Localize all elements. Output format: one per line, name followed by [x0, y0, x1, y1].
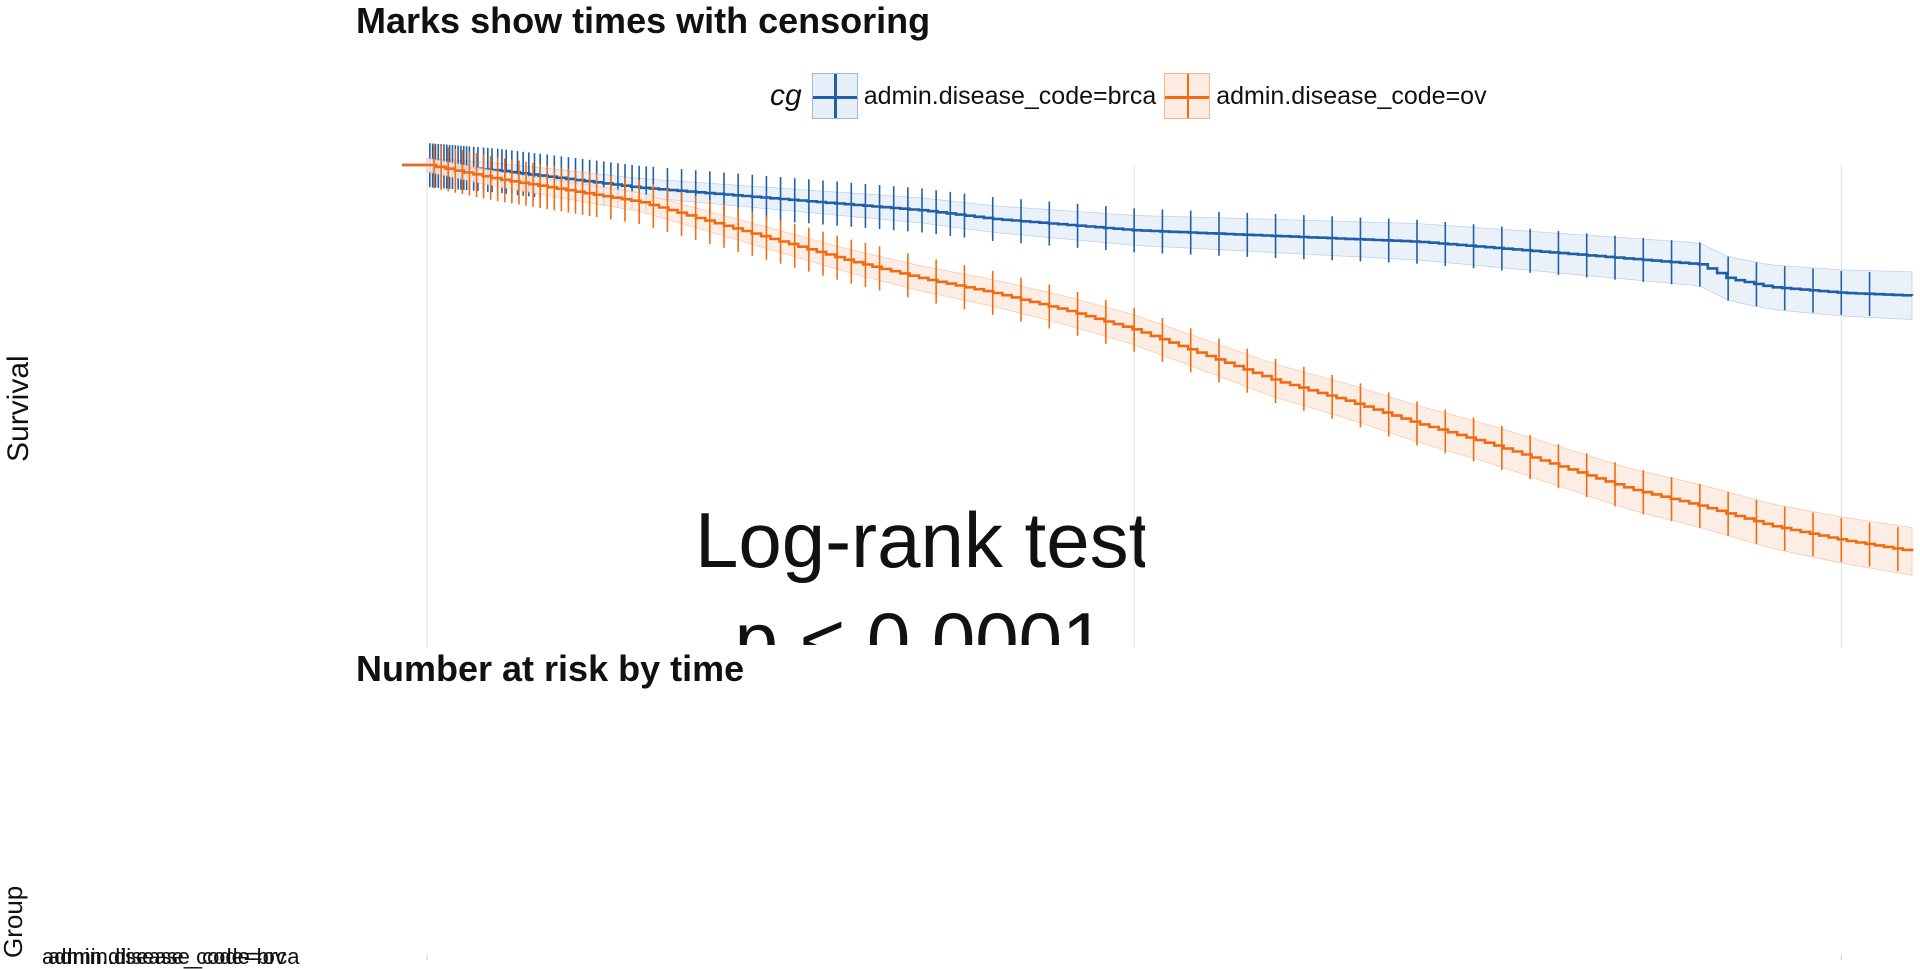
logrank-line2: p < 0.0001 [734, 596, 1106, 645]
risk-table-ylabel: Group [0, 885, 28, 958]
legend: cg admin.disease_code=brca admin.disease… [770, 70, 1495, 122]
risk-row-label-ov: admin.disease_code=ov [48, 944, 286, 969]
legend-label-ov: admin.disease_code=ov [1216, 81, 1487, 110]
logrank-annotation: Log-rank test p < 0.0001 [695, 490, 1145, 645]
legend-label-brca: admin.disease_code=brca [863, 81, 1157, 110]
risk-table-title: Number at risk by time [356, 648, 745, 689]
legend-key-ov [1164, 73, 1211, 119]
survival-curve-ov [402, 163, 1914, 552]
confidence-band-ov [426, 157, 1913, 576]
logrank-line1: Log-rank test [695, 496, 1145, 584]
survival-curve-brca [402, 163, 1914, 297]
legend-title: cg [770, 79, 802, 112]
chart-title: Marks show times with censoring [356, 0, 931, 41]
confidence-band-brca [426, 157, 1913, 321]
legend-key-brca [811, 73, 858, 119]
